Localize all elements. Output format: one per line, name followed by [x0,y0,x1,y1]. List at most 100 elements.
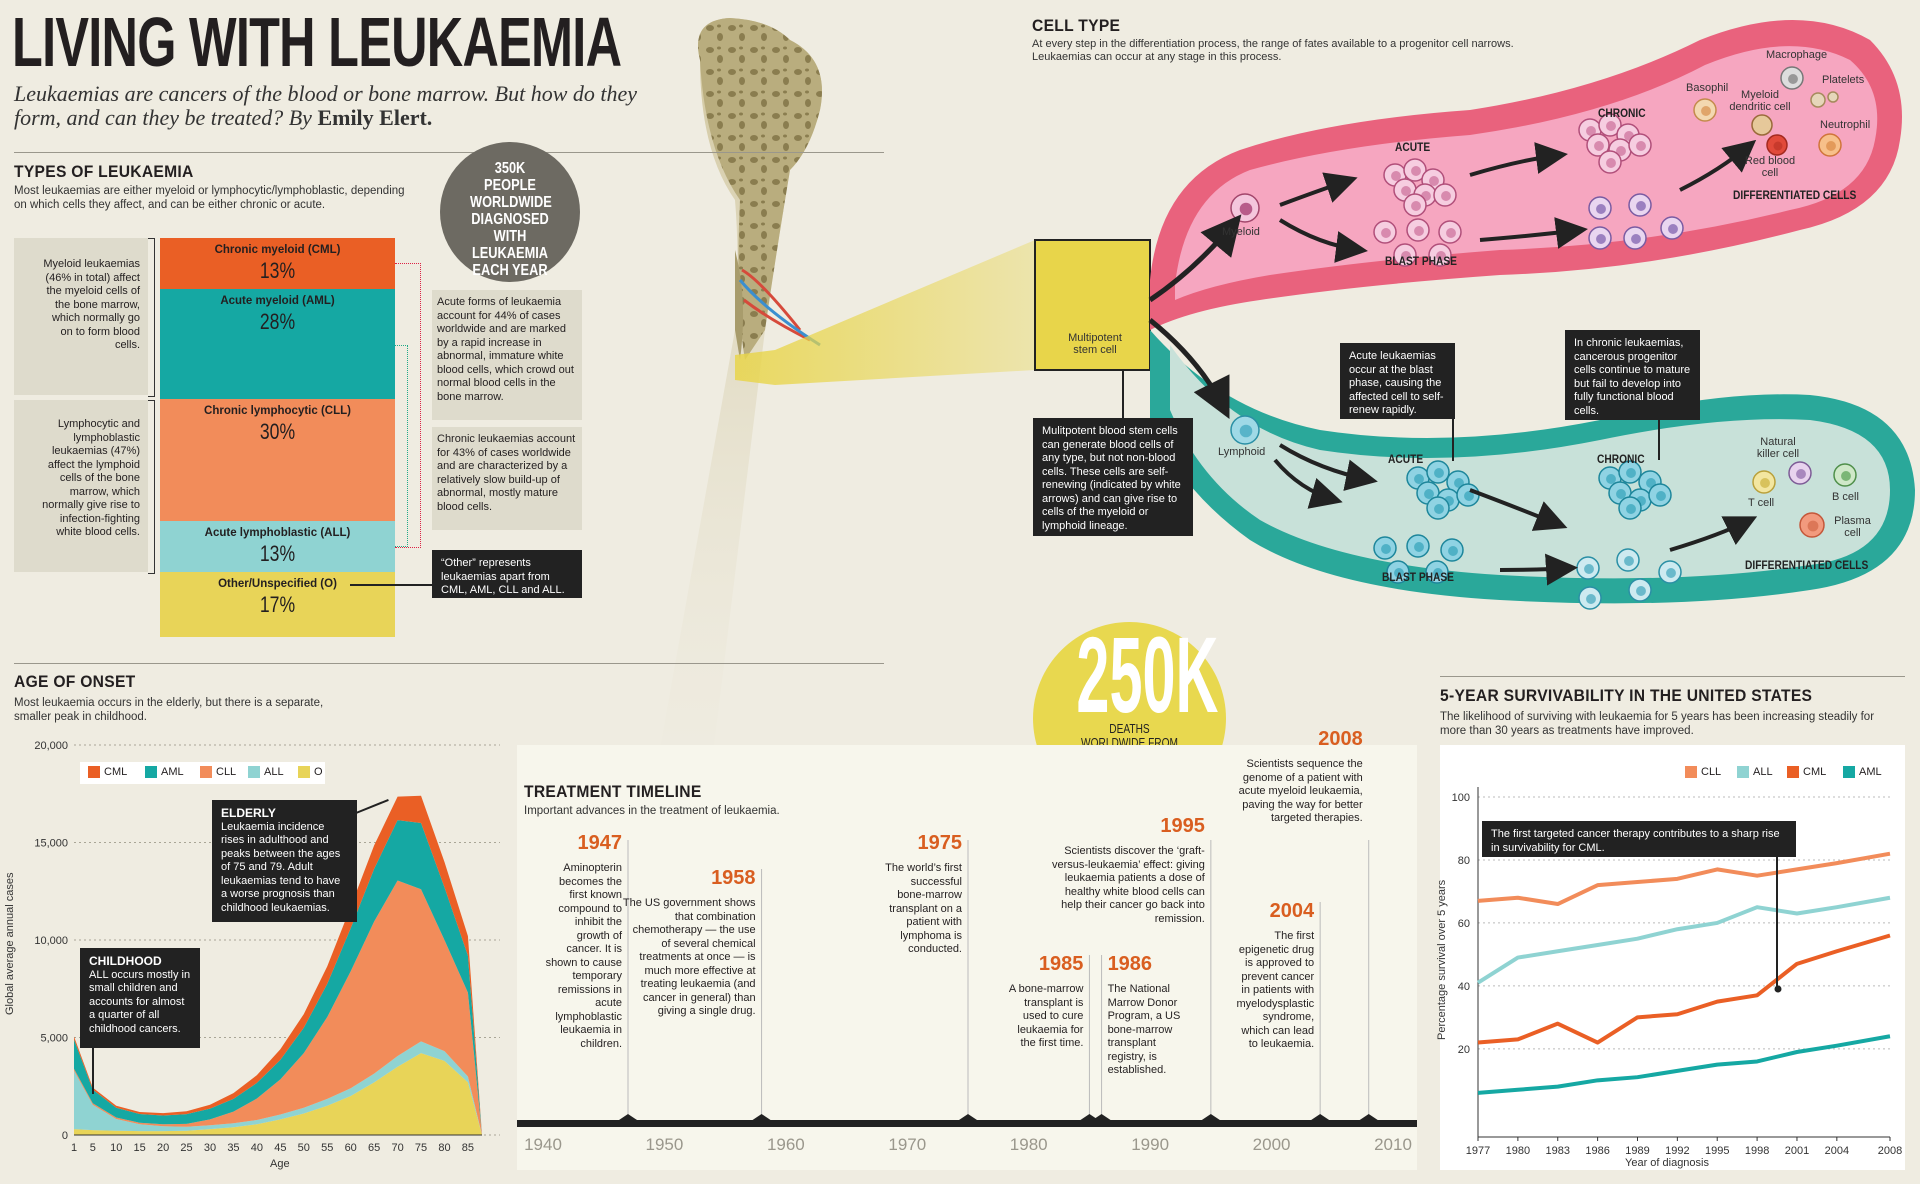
celltype-desc: At every step in the differentiation pro… [1032,38,1514,63]
onset-legend-label: AML [161,766,184,778]
types-desc: Most leukaemias are either myeloid or ly… [14,185,405,211]
lymphoid-blast-cell [1373,536,1397,560]
onset-xtick: 45 [274,1142,286,1154]
onset-ytick: 0 [62,1130,68,1142]
lymphoid-chronic-cell [1618,460,1642,484]
survival-xtick: 1983 [1545,1145,1569,1157]
myeloid-chronic-cell [1598,113,1622,137]
bar-aml-name: Acute myeloid (AML) [220,295,335,307]
cell-platelets: Platelets [1822,74,1865,86]
myeloid-acute-cell [1403,158,1427,182]
other-note: “Other” represents leukaemias apart from… [432,550,582,598]
timeline-title: TREATMENT TIMELINE [524,782,702,801]
timeline-axis-year: 1970 [888,1135,926,1154]
bar-cml-name: Chronic myeloid (CML) [214,244,341,256]
timeline-panel [517,745,1417,1170]
onset-ylabel: Global average annual cases [4,872,16,1015]
childhood-pointer [92,1048,94,1094]
timeline-text-1986: The National Marrow Donor Program, a US … [1107,983,1181,1076]
onset-ytick: 20,000 [34,740,68,752]
survival-xtick: 1998 [1745,1145,1769,1157]
lymph-note-box [14,400,148,572]
timeline-text-1985: A bone-marrow transplant is used to cure… [1008,983,1084,1049]
stat-350k-text: 350K PEOPLE WORLDWIDE DIAGNOSED WITH LEU… [470,160,552,279]
myeloid-blast-cell [1373,220,1397,244]
myeloid-blast-cell [1428,243,1452,267]
survival-legend-cll: CLL [1685,766,1721,778]
survival-chart: 100 80 60 40 20 1977 1980 1983 1986 1989 1992 1995 1… [1452,787,1902,1157]
lymphoid-blast-cell [1386,560,1410,584]
onset-legend-swatch [145,766,157,778]
myeloid-chronic: CHRONIC [1598,106,1646,120]
myeloid-chronic-cell [1598,150,1622,174]
childhood-text: ALL occurs mostly in small children and … [89,968,191,1035]
survival-legend-label: ALL [1753,766,1773,778]
survival-xtick: 1977 [1466,1145,1490,1157]
onset-xtick: 15 [134,1142,146,1154]
cell-macrophage: Macrophage [1766,49,1828,61]
survival-legend-label: CML [1803,766,1827,778]
survival-title: 5-YEAR SURVIVABILITY IN THE UNITED STATE… [1440,686,1813,705]
onset-xtick: 65 [368,1142,380,1154]
lymphoid-acute-cell [1426,460,1450,484]
myeloid-label: Myeloid [1222,226,1260,238]
timeline-text-2008: Scientists sequence the genome of a pati… [1238,758,1363,824]
nk-cell [1788,461,1812,485]
onset-legend-label: CLL [216,766,237,778]
cell-neutrophil: Neutrophil [1820,119,1871,131]
myeloid-diff: DIFFERENTIATED CELLS [1733,188,1857,202]
lymphoid-maturing-cell [1616,548,1640,572]
onset-area-all [74,1041,482,1135]
lymphoid-maturing-cell [1658,560,1682,584]
bar-aml: Acute myeloid (AML) 28% [160,289,395,399]
lymph-note: Lymphocytic and lymphoblastic leukaemias… [42,418,140,538]
cell-nk: Natural killer cell [1756,436,1800,460]
survival-pointer [1776,857,1778,989]
acute-note-box [432,290,582,420]
myeloid-maturing-cell [1623,226,1647,250]
onset-xlabel: Age [270,1158,290,1170]
survival-ytick: 20 [1458,1044,1470,1056]
myeloid-maturing-cell [1660,216,1684,240]
cell-tcell: T cell [1748,497,1775,509]
onset-legend-label: CML [104,766,128,778]
survival-xtick: 2001 [1785,1145,1809,1157]
myeloid-note-box [14,238,148,395]
cell-diagram [1148,20,1915,610]
myeloid-chronic-cell [1586,133,1610,157]
onset-legend-all: ALL [248,766,284,778]
survival-xtick: 1992 [1665,1145,1689,1157]
bar-cll: Chronic lymphocytic (CLL) 30% [160,399,395,521]
timeline-axis-year: 1990 [1131,1135,1169,1154]
types-title: TYPES OF LEUKAEMIA [14,162,194,181]
timeline-year-1995: 1995 [1160,815,1205,837]
survival-ytick: 60 [1458,918,1470,930]
onset-legend-cml: CML [88,766,127,778]
myeloid-acute-cell [1403,193,1427,217]
timeline-marker [752,1114,771,1120]
lymphoid-blast: BLAST PHASE [1382,570,1454,584]
survival-legend-swatch [1737,766,1749,778]
bar-other-name: Other/Unspecified (O) [218,578,337,590]
survival-ytick: 80 [1458,855,1470,867]
survival-legend-swatch [1787,766,1799,778]
onset-legend-label: ALL [264,766,284,778]
timeline-axis-year: 2000 [1253,1135,1291,1154]
onset-legend-swatch [298,766,310,778]
timeline-year-1958: 1958 [711,867,756,889]
myeloid-blast: BLAST PHASE [1385,254,1457,268]
onset-xtick: 55 [321,1142,333,1154]
childhood-note: CHILDHOOD ALL occurs mostly in small chi… [80,948,200,1048]
survival-line-cml [1477,933,1891,1045]
page-title: LIVING WITH LEUKAEMIA [12,3,622,81]
timeline-text-1958: The US government shows that combination… [622,897,756,1017]
onset-xtick: 80 [438,1142,450,1154]
survival-legend [1675,762,1890,784]
acute-leuk-pointer [1452,419,1454,461]
survival-ylabel: Percentage survival over 5 years [1436,879,1448,1040]
lymphoid-chronic-cell [1648,483,1672,507]
timeline-text-2004: The first epigenetic drug is approved to… [1236,930,1315,1050]
author-name: Emily Elert. [317,105,433,130]
timeline-text-1995: Scientists discover the ‘graft-versus-le… [1051,845,1205,925]
